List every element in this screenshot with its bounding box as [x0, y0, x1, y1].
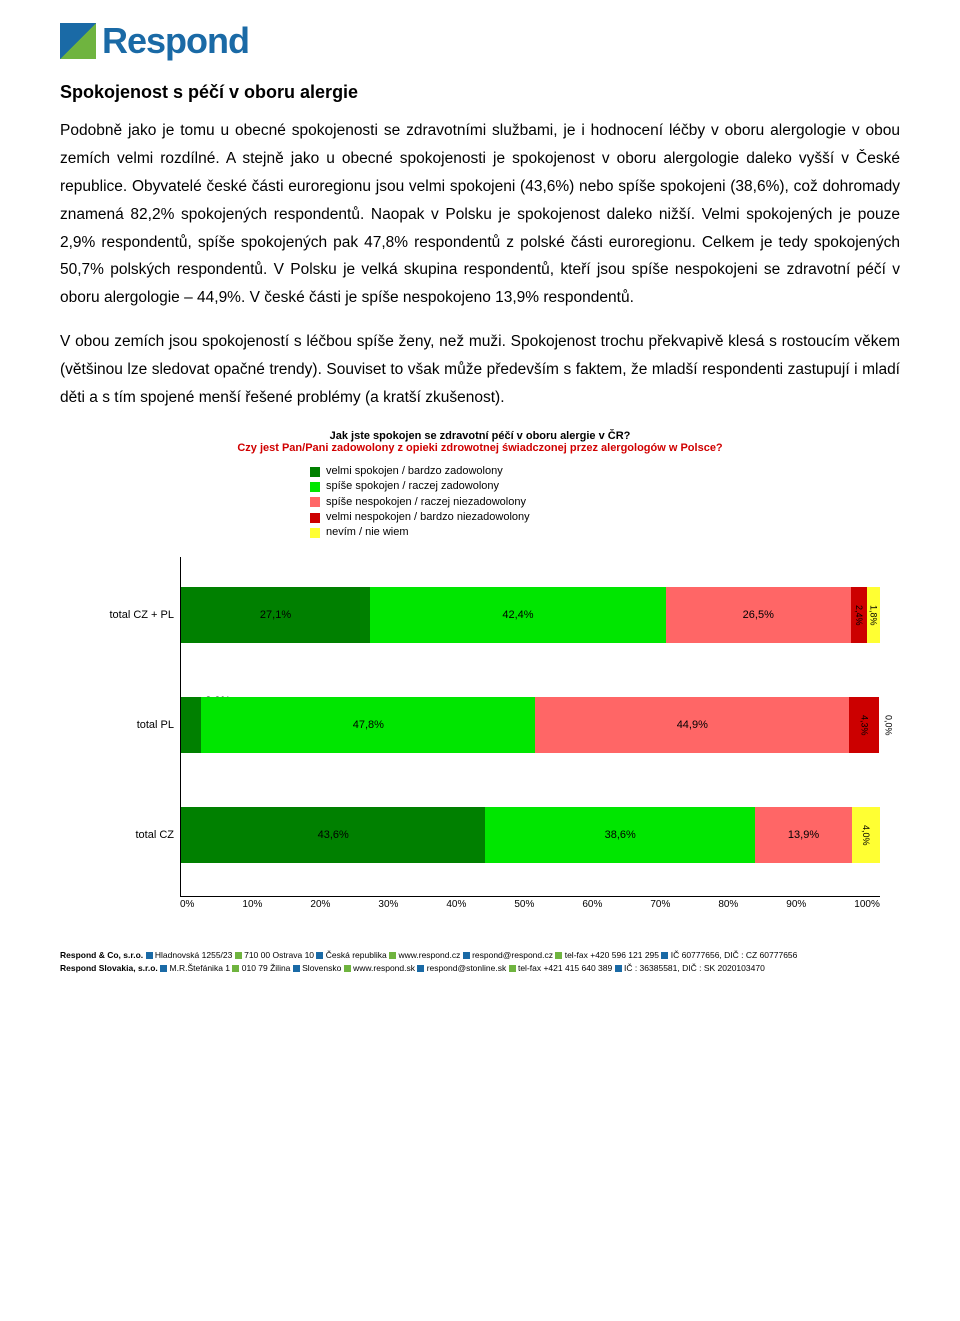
- chart-legend: velmi spokojen / bardzo zadowolonyspíše …: [310, 464, 650, 541]
- x-tick: 40%: [446, 899, 466, 910]
- logo: Respond: [60, 20, 900, 62]
- bar-row: 43,6%38,6%13,9%0,0%4,0%: [181, 807, 880, 863]
- logo-icon: [60, 23, 96, 59]
- legend-label: spíše spokojen / raczej zadowolony: [326, 479, 499, 494]
- bar-segment: 27,1%: [181, 587, 370, 643]
- legend-swatch: [310, 482, 320, 492]
- x-tick: 30%: [378, 899, 398, 910]
- x-axis: 0% 10% 20% 30% 40% 50% 60% 70% 80% 90% 100%: [180, 899, 880, 910]
- x-tick: 50%: [514, 899, 534, 910]
- legend-item: nevím / nie wiem: [310, 525, 650, 540]
- y-axis-label: total CZ: [135, 829, 174, 841]
- bar-segment: 1,8%: [867, 587, 880, 643]
- section-title: Spokojenost s péčí v oboru alergie: [60, 82, 900, 103]
- logo-text: Respond: [102, 20, 249, 62]
- legend-item: velmi spokojen / bardzo zadowolony: [310, 464, 650, 479]
- x-tick: 60%: [582, 899, 602, 910]
- bar-segment: 47,8%: [201, 697, 535, 753]
- bar-row: 2,9%47,8%44,9%4,3%0,0%: [181, 697, 880, 753]
- bar-row: 27,1%42,4%26,5%2,4%1,8%: [181, 587, 880, 643]
- chart-title-pl: Czy jest Pan/Pani zadowolony z opieki zd…: [60, 442, 900, 454]
- x-tick: 20%: [310, 899, 330, 910]
- bar-segment: 13,9%: [755, 807, 852, 863]
- legend-item: velmi nespokojen / bardzo niezadowolony: [310, 510, 650, 525]
- y-axis-label: total PL: [137, 719, 174, 731]
- y-axis-label: total CZ + PL: [109, 609, 174, 621]
- legend-label: velmi nespokojen / bardzo niezadowolony: [326, 510, 530, 525]
- chart: total CZ + PL total PL total CZ 27,1%42,4%…: [80, 557, 900, 937]
- x-tick: 0%: [180, 899, 194, 910]
- x-tick: 70%: [650, 899, 670, 910]
- y-axis: total CZ + PL total PL total CZ: [80, 557, 180, 897]
- legend-swatch: [310, 513, 320, 523]
- chart-title: Jak jste spokojen se zdravotní péčí v ob…: [60, 430, 900, 454]
- bar-segment: 44,9%: [535, 697, 849, 753]
- bar-segment: 4,3%: [849, 697, 879, 753]
- bar-segment: 26,5%: [666, 587, 851, 643]
- bar-segment: 43,6%: [181, 807, 485, 863]
- legend-item: spíše spokojen / raczej zadowolony: [310, 479, 650, 494]
- x-tick: 100%: [854, 899, 880, 910]
- bar-segment: 4,0%: [852, 807, 880, 863]
- x-tick: 90%: [786, 899, 806, 910]
- chart-title-cz: Jak jste spokojen se zdravotní péčí v ob…: [60, 430, 900, 442]
- paragraph-1: Podobně jako je tomu u obecné spokojenos…: [60, 117, 900, 312]
- x-tick: 10%: [242, 899, 262, 910]
- bar-segment: 42,4%: [370, 587, 666, 643]
- legend-label: nevím / nie wiem: [326, 525, 409, 540]
- bar-segment: 38,6%: [485, 807, 755, 863]
- plot-area: 27,1%42,4%26,5%2,4%1,8% 2,9%47,8%44,9%4,3…: [180, 557, 880, 897]
- bar-segment: 2,4%: [851, 587, 868, 643]
- footer: Respond & Co, s.r.o. Hladnovská 1255/23 …: [60, 945, 900, 975]
- legend-item: spíše nespokojen / raczej niezadowolony: [310, 495, 650, 510]
- legend-swatch: [310, 497, 320, 507]
- legend-label: velmi spokojen / bardzo zadowolony: [326, 464, 503, 479]
- x-tick: 80%: [718, 899, 738, 910]
- bar-segment: 2,9%: [181, 697, 201, 753]
- legend-swatch: [310, 528, 320, 538]
- paragraph-2: V obou zemích jsou spokojeností s léčbou…: [60, 328, 900, 412]
- legend-label: spíše nespokojen / raczej niezadowolony: [326, 495, 526, 510]
- legend-swatch: [310, 467, 320, 477]
